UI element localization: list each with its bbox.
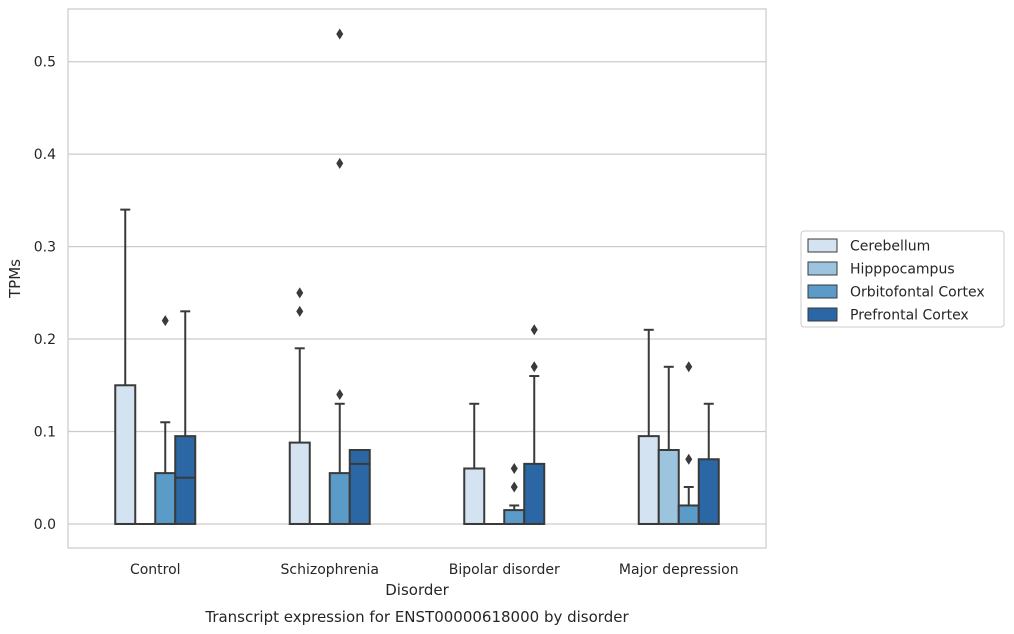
x-tick-label: Control	[130, 562, 181, 578]
box-orbitofontal-cortex	[677, 361, 700, 525]
box-prefrontal-cortex	[697, 402, 720, 525]
y-tick-label: 0.4	[34, 147, 56, 163]
y-tick-label: 0.3	[34, 240, 56, 256]
x-tick-label: Schizophrenia	[281, 562, 379, 578]
legend-label: Orbitofontal Cortex	[850, 285, 985, 301]
legend-swatch	[807, 261, 838, 276]
outlier-point	[685, 453, 693, 465]
box-hipppocampus	[657, 365, 680, 525]
outlier-point	[510, 462, 518, 474]
box-rect	[154, 472, 177, 525]
box-rect	[348, 449, 371, 525]
outlier-point	[685, 361, 693, 373]
y-tick-label: 0.0	[34, 517, 56, 533]
box-rect	[503, 509, 526, 525]
legend-swatch	[807, 307, 838, 322]
box-prefrontal-cortex	[174, 310, 197, 525]
box-rect	[288, 441, 311, 525]
outlier-point	[510, 481, 518, 493]
box-orbitofontal-cortex	[328, 28, 351, 525]
legend-label: Cerebellum	[850, 239, 930, 255]
box-cerebellum	[114, 208, 137, 525]
legend: Cerebellum Hipppocampus Orbitofontal Corte…	[800, 230, 1005, 328]
legend-label: Prefrontal Cortex	[850, 308, 969, 324]
y-tick-label: 0.5	[34, 55, 56, 71]
box-rect	[114, 384, 137, 525]
y-axis-label: TPMs	[6, 259, 24, 299]
legend-frame	[800, 230, 1005, 328]
box-rect	[328, 472, 351, 525]
plot-frame	[67, 8, 767, 549]
box-cerebellum	[288, 287, 311, 525]
box-rect	[463, 467, 486, 525]
box-prefrontal-cortex	[523, 324, 546, 525]
box-orbitofontal-cortex	[154, 315, 177, 525]
outlier-point	[161, 315, 169, 327]
box-cerebellum	[637, 328, 660, 525]
x-axis-label: Disorder	[385, 581, 449, 599]
box-cerebellum	[463, 402, 486, 525]
outlier-point	[530, 324, 538, 336]
outlier-point	[336, 157, 344, 169]
box-rect	[523, 462, 546, 525]
outlier-point	[296, 287, 304, 299]
box-orbitofontal-cortex	[503, 462, 526, 525]
box-rect	[657, 449, 680, 525]
y-tick-label: 0.1	[34, 425, 56, 441]
legend-label: Hipppocampus	[850, 262, 955, 278]
legend-swatch	[807, 284, 838, 299]
box-rect	[637, 435, 660, 525]
x-tick-label: Bipolar disorder	[449, 562, 560, 578]
outlier-point	[296, 305, 304, 317]
plot-area	[114, 28, 720, 525]
y-tick-labels: 0.0 0.1 0.2 0.3 0.4 0.5	[34, 55, 56, 533]
chart-caption: Transcript expression for ENST0000061800…	[204, 608, 629, 626]
x-tick-label: Major depression	[619, 562, 739, 578]
box-rect	[174, 435, 197, 525]
box-rect	[697, 458, 720, 525]
box-prefrontal-cortex	[348, 449, 371, 525]
legend-swatch	[807, 238, 838, 253]
x-tick-labels: Control Schizophrenia Bipolar disorder Majo…	[130, 562, 739, 578]
outlier-point	[336, 28, 344, 40]
y-tick-label: 0.2	[34, 332, 56, 348]
outlier-point	[530, 361, 538, 373]
box-rect	[677, 504, 700, 525]
outlier-point	[336, 389, 344, 401]
